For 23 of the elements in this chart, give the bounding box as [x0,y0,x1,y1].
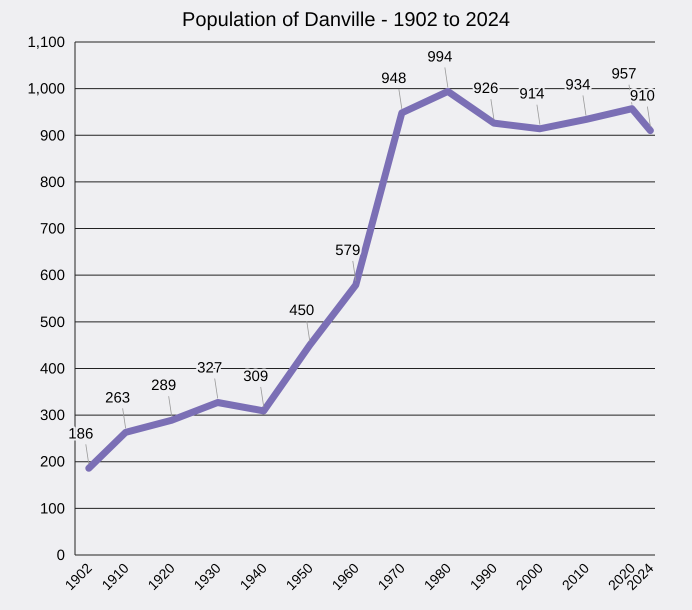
data-label: 450 [289,302,314,320]
y-tick-label: 900 [40,127,65,144]
chart-title: Population of Danville - 1902 to 2024 [182,9,510,31]
data-label: 579 [335,242,360,259]
y-tick-label: 1,000 [27,80,65,98]
y-tick-label: 500 [40,314,65,331]
y-tick-label: 800 [40,174,65,191]
data-label: 263 [105,389,130,406]
data-label: 948 [381,70,406,87]
data-label: 309 [243,368,268,385]
y-tick-label: 0 [56,547,65,564]
y-tick-label: 1,100 [27,34,65,51]
y-tick-label: 700 [40,220,65,238]
data-label: 910 [630,88,655,105]
y-tick-label: 200 [40,454,65,471]
y-tick-label: 400 [40,360,65,378]
data-label: 289 [151,377,176,394]
data-label: 957 [611,66,636,83]
data-label: 994 [427,48,452,66]
y-tick-label: 300 [40,407,65,424]
y-tick-label: 100 [40,500,65,518]
y-tick-label: 600 [40,267,65,284]
data-label: 914 [519,86,544,103]
